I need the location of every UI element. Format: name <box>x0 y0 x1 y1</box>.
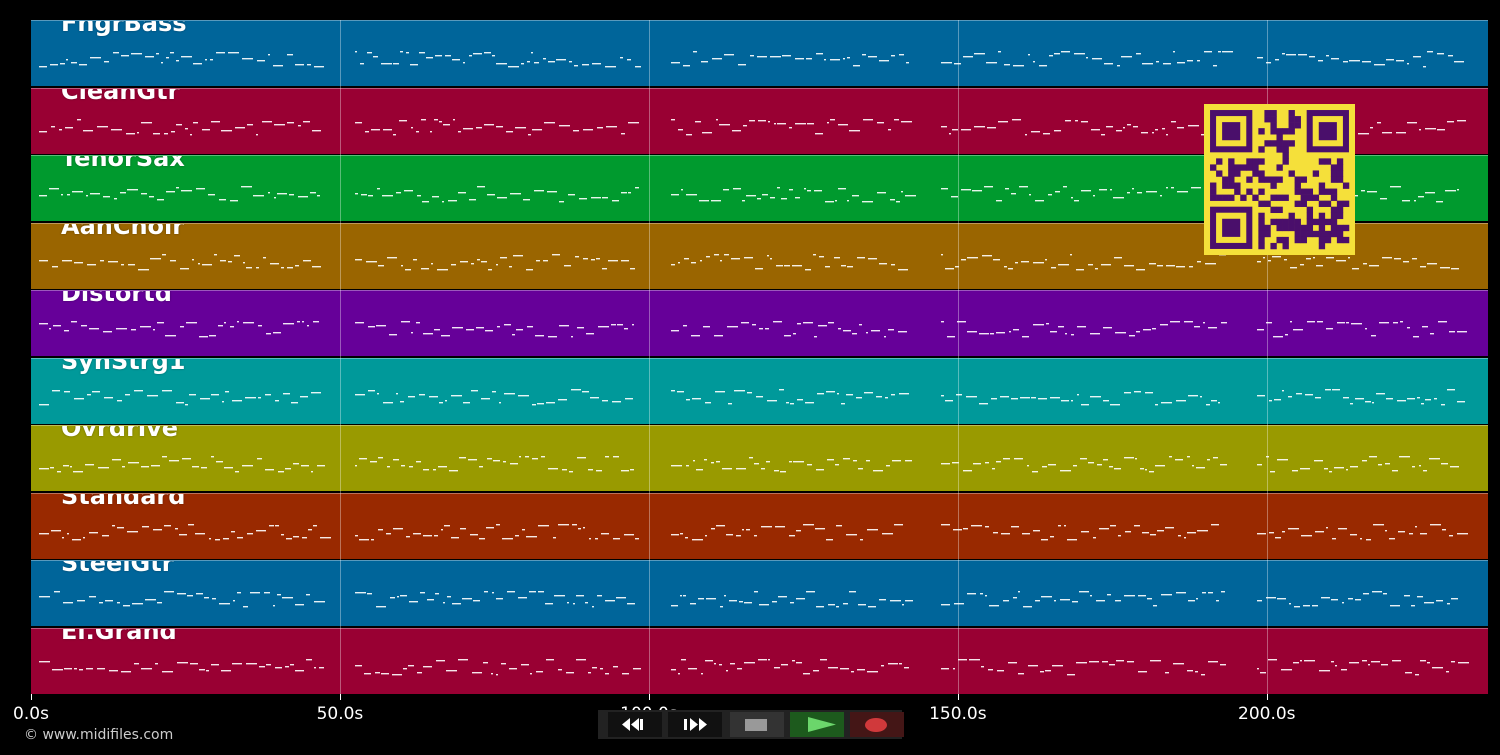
time-gridline <box>339 20 341 694</box>
track-lane: SteelGtr <box>31 560 1488 626</box>
track-name: Distortd <box>61 290 172 307</box>
track-name: CleanGtr <box>61 87 180 105</box>
track-notes <box>39 388 1465 405</box>
copyright-text: © www.midifiles.com <box>24 727 174 743</box>
track-notes <box>39 523 1468 540</box>
transport-controls <box>598 710 904 739</box>
track-lane: FngrBass <box>31 20 1488 86</box>
axis-tick-label: 50.0s <box>316 704 364 724</box>
rewind-icon <box>608 712 662 737</box>
track-notes <box>39 186 1459 203</box>
track-notes <box>39 118 1466 135</box>
track-notes <box>39 51 1464 68</box>
axis-tick <box>1266 694 1268 700</box>
track-name: Ovrdrive <box>61 425 179 442</box>
track-lane: Distortd <box>31 290 1488 356</box>
track-lane: Ovrdrive <box>31 425 1488 491</box>
track-lane: El.Grand <box>31 627 1488 694</box>
play-button[interactable] <box>790 712 844 737</box>
time-gridline <box>648 20 650 694</box>
track-notes <box>39 321 1467 338</box>
axis-tick <box>339 694 341 700</box>
rewind-button[interactable] <box>608 712 662 737</box>
axis-tick-label: 200.0s <box>1238 704 1296 724</box>
track-name: El.Grand <box>61 627 177 645</box>
time-gridline <box>1266 20 1268 694</box>
axis-tick <box>957 694 959 700</box>
track-name: SynStrg1 <box>61 357 186 375</box>
stop-button[interactable] <box>730 712 784 737</box>
qr-code-icon <box>1204 104 1355 255</box>
axis-tick-label: 150.0s <box>929 704 987 724</box>
stop-icon <box>730 712 784 737</box>
track-name: TenorSax <box>61 155 185 172</box>
record-icon <box>850 712 904 737</box>
track-name: FngrBass <box>61 20 187 37</box>
record-button[interactable] <box>850 712 904 737</box>
track-notes <box>39 456 1459 473</box>
track-name: SteelGtr <box>61 560 174 577</box>
track-lane: Standard <box>31 492 1488 559</box>
fast-forward-icon <box>668 712 722 737</box>
play-icon <box>790 712 844 737</box>
track-name: Standard <box>61 492 186 510</box>
track-notes <box>39 658 1469 675</box>
track-lane: SynStrg1 <box>31 357 1488 424</box>
track-notes <box>39 591 1458 608</box>
fast-forward-button[interactable] <box>668 712 722 737</box>
axis-tick-label: 0.0s <box>13 704 49 724</box>
axis-tick <box>31 694 32 700</box>
track-notes <box>39 253 1459 270</box>
track-name: AahChoir <box>61 222 185 240</box>
time-gridline <box>957 20 959 694</box>
axis-tick <box>648 694 650 700</box>
